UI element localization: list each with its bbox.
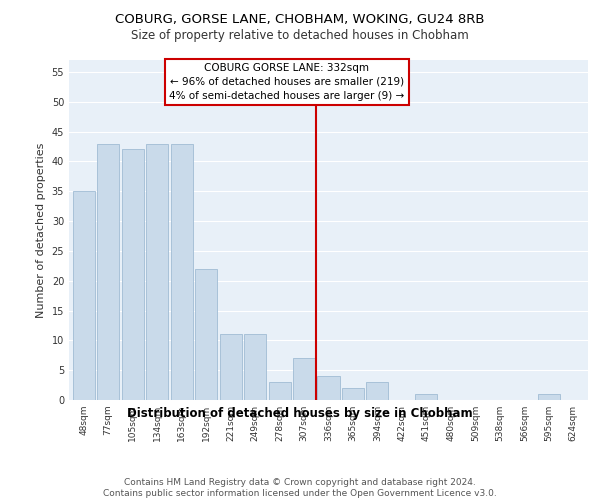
Y-axis label: Number of detached properties: Number of detached properties: [36, 142, 46, 318]
Bar: [73, 191, 95, 400]
Bar: [122, 150, 143, 400]
Bar: [293, 358, 315, 400]
Bar: [244, 334, 266, 400]
Bar: [317, 376, 340, 400]
Bar: [342, 388, 364, 400]
Bar: [538, 394, 560, 400]
Text: COBURG, GORSE LANE, CHOBHAM, WOKING, GU24 8RB: COBURG, GORSE LANE, CHOBHAM, WOKING, GU2…: [115, 12, 485, 26]
Bar: [170, 144, 193, 400]
Bar: [415, 394, 437, 400]
Bar: [195, 269, 217, 400]
Text: COBURG GORSE LANE: 332sqm
← 96% of detached houses are smaller (219)
4% of semi-: COBURG GORSE LANE: 332sqm ← 96% of detac…: [169, 63, 404, 101]
Bar: [220, 334, 242, 400]
Bar: [97, 144, 119, 400]
Text: Contains HM Land Registry data © Crown copyright and database right 2024.
Contai: Contains HM Land Registry data © Crown c…: [103, 478, 497, 498]
Bar: [146, 144, 168, 400]
Text: Distribution of detached houses by size in Chobham: Distribution of detached houses by size …: [127, 408, 473, 420]
Bar: [367, 382, 388, 400]
Text: Size of property relative to detached houses in Chobham: Size of property relative to detached ho…: [131, 29, 469, 42]
Bar: [269, 382, 290, 400]
